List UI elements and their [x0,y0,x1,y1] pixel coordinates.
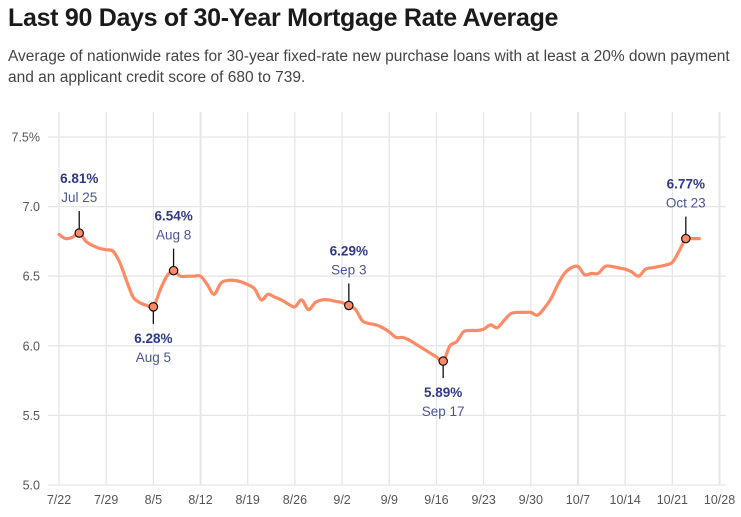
x-tick-label: 9/9 [381,493,398,507]
x-tick-label: 10/14 [610,493,641,507]
x-tick-label: 9/2 [333,493,350,507]
annotation-date: Sep 3 [331,262,366,277]
annotation-point [681,233,691,244]
annotation-date: Jul 25 [61,190,97,205]
y-axis-labels: 7.5% 7.0 6.5 6.0 5.5 5.0 [12,131,41,493]
x-tick-label: 9/16 [424,493,448,507]
annotation-value: 5.89% [424,385,462,400]
annotation-point [168,265,179,276]
y-tick-label: 6.0 [23,339,40,353]
annotation: 5.89% Sep 17 [422,356,465,419]
annotation-date: Sep 17 [422,404,465,419]
annotations-layer: 6.81% Jul 25 6.28% Aug 5 6.54% Aug 8 6.29% Sep … [60,171,706,419]
x-tick-label: 10/28 [704,493,735,507]
y-tick-label: 5.5 [23,409,40,423]
annotation-point [438,356,448,366]
y-tick-label: 5.0 [23,479,40,493]
y-tick-label: 7.5% [12,131,41,145]
annotation-value: 6.28% [134,331,172,346]
annotation-date: Oct 23 [666,196,706,211]
y-tick-label: 7.0 [23,200,40,214]
annotation-value: 6.81% [60,171,98,186]
annotation: 6.54% Aug 8 [154,209,193,276]
x-tick-label: 7/29 [94,493,118,507]
annotation-point [74,228,85,238]
x-gridlines [58,112,721,485]
x-tick-label: 9/30 [519,493,543,507]
x-tick-label: 9/23 [471,493,495,507]
annotation: 6.29% Sep 3 [330,243,368,311]
y-gridlines [48,136,726,486]
x-tick-label: 10/21 [657,493,688,507]
annotation: 6.28% Aug 5 [134,302,173,365]
x-tick-label: 8/12 [188,493,212,507]
x-tick-label: 10/7 [566,493,590,507]
annotation-value: 6.29% [330,243,368,258]
annotation-date: Aug 8 [156,228,191,243]
x-tick-label: 8/26 [283,493,307,507]
annotation: 6.81% Jul 25 [60,171,98,238]
chart-title: Last 90 Days of 30-Year Mortgage Rate Av… [8,4,559,32]
annotation-value: 6.54% [154,209,192,224]
series-layer [57,231,701,364]
annotation-point [148,302,159,312]
annotation-value: 6.77% [667,177,705,192]
annotation-date: Aug 5 [136,350,171,365]
chart-subtitle: Average of nationwide rates for 30-year … [8,48,730,86]
annotation: 6.77% Oct 23 [666,177,706,244]
x-tick-label: 7/22 [47,493,71,507]
x-axis-labels: 7/22 7/29 8/5 8/12 8/19 8/26 9/2 9/9 9/16 9/23 9/3… [47,493,735,507]
y-tick-label: 6.5 [23,270,40,284]
x-tick-label: 8/19 [236,493,260,507]
annotation-point [344,300,354,311]
series-line [57,231,701,364]
x-tick-label: 8/5 [145,493,162,507]
